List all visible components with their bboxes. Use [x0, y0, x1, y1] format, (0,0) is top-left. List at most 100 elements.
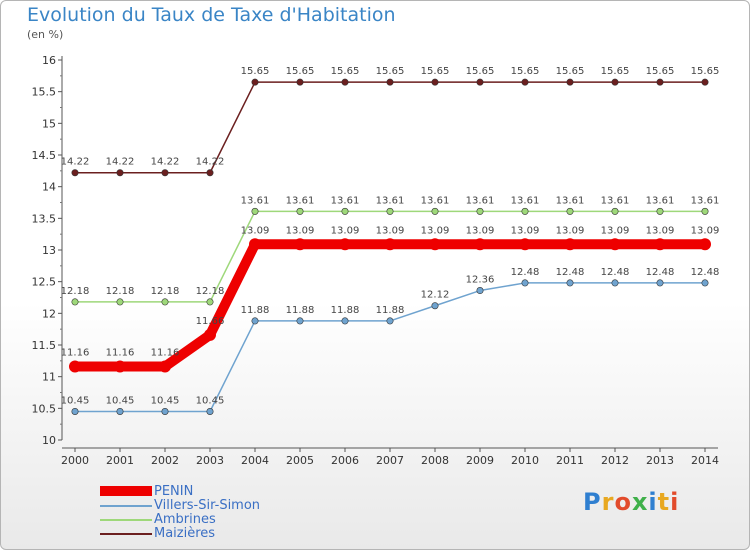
data-label-villers-sir-simon: 11.88 — [376, 305, 405, 316]
data-label-maizieres: 14.22 — [61, 157, 90, 168]
series-layer — [69, 78, 711, 415]
y-tick-label: 10 — [42, 434, 56, 447]
data-point-maizieres — [701, 78, 709, 86]
data-label-maizieres: 14.22 — [196, 157, 225, 168]
legend-swatch-ambrines — [100, 519, 152, 521]
data-point-penin — [69, 360, 81, 373]
data-label-villers-sir-simon: 12.48 — [691, 267, 720, 278]
data-point-penin — [159, 360, 171, 373]
x-tick-label: 2014 — [691, 454, 719, 467]
data-point-maizieres — [251, 78, 259, 86]
data-point-maizieres — [431, 78, 439, 86]
data-point-maizieres — [386, 78, 394, 86]
data-label-ambrines: 13.61 — [421, 195, 450, 206]
data-label-penin: 13.09 — [286, 225, 315, 236]
y-tick-label: 11.5 — [32, 339, 57, 352]
data-point-penin — [519, 238, 531, 251]
data-labels-layer: 14.22 14.22 14.22 14.22 15.65 15.65 15.65 15.65… — [61, 66, 720, 406]
data-point-penin — [249, 238, 261, 251]
data-point-maizieres — [116, 169, 124, 177]
data-point-ambrines — [206, 298, 214, 306]
data-point-penin — [384, 238, 396, 251]
data-label-maizieres: 15.65 — [421, 66, 450, 77]
x-tick-label: 2002 — [151, 454, 179, 467]
data-label-penin: 13.09 — [646, 225, 675, 236]
data-label-ambrines: 13.61 — [376, 195, 405, 206]
data-label-ambrines: 13.61 — [646, 195, 675, 206]
y-tick-label: 12.5 — [32, 276, 57, 289]
proxiti-logo: Proxiti — [583, 488, 680, 516]
data-point-ambrines — [521, 207, 529, 215]
data-label-penin: 11.16 — [106, 348, 135, 359]
data-point-villers-sir-simon — [71, 407, 79, 415]
data-label-villers-sir-simon: 11.88 — [286, 305, 315, 316]
data-label-maizieres: 15.65 — [691, 66, 720, 77]
legend-swatch-penin — [100, 486, 152, 496]
y-tick-label: 10.5 — [32, 402, 57, 415]
data-label-maizieres: 15.65 — [241, 66, 270, 77]
data-label-ambrines: 13.61 — [331, 195, 360, 206]
data-point-villers-sir-simon — [341, 317, 349, 325]
legend-label-penin: PENIN — [154, 484, 194, 499]
legend-label-villers-sir-simon: Villers-Sir-Simon — [154, 498, 261, 513]
data-label-penin: 11.16 — [151, 348, 180, 359]
chart-title: Evolution du Taux de Taxe d'Habitation — [27, 4, 396, 26]
data-point-villers-sir-simon — [476, 287, 484, 295]
x-tick-label: 2006 — [331, 454, 359, 467]
data-point-penin — [654, 238, 666, 251]
data-point-ambrines — [251, 207, 259, 215]
data-point-villers-sir-simon — [296, 317, 304, 325]
data-label-maizieres: 15.65 — [601, 66, 630, 77]
data-label-villers-sir-simon: 12.48 — [556, 267, 585, 278]
data-point-villers-sir-simon — [611, 279, 619, 287]
x-tick-label: 2004 — [241, 454, 269, 467]
data-point-villers-sir-simon — [521, 279, 529, 287]
data-point-penin — [609, 238, 621, 251]
data-label-penin: 13.09 — [466, 225, 495, 236]
x-tick-label: 2000 — [61, 454, 89, 467]
data-point-penin — [564, 238, 576, 251]
y-tick-label: 12 — [42, 307, 56, 320]
data-point-penin — [699, 238, 711, 251]
data-point-ambrines — [71, 298, 79, 306]
data-point-penin — [294, 238, 306, 251]
x-tick-label: 2012 — [601, 454, 629, 467]
data-label-ambrines: 12.18 — [61, 286, 90, 297]
data-point-penin — [114, 360, 126, 373]
data-point-villers-sir-simon — [431, 302, 439, 310]
data-label-ambrines: 13.61 — [511, 195, 540, 206]
y-tick-label: 14.5 — [32, 149, 57, 162]
legend-label-ambrines: Ambrines — [154, 512, 216, 527]
legend-swatch-villers-sir-simon — [100, 505, 152, 507]
x-tick-label: 2011 — [556, 454, 584, 467]
data-label-penin: 13.09 — [376, 225, 405, 236]
data-point-villers-sir-simon — [701, 279, 709, 287]
data-label-villers-sir-simon: 12.12 — [421, 290, 450, 301]
x-tick-label: 2010 — [511, 454, 539, 467]
legend-swatch-maizieres — [100, 533, 152, 535]
data-point-penin — [339, 238, 351, 251]
data-label-villers-sir-simon: 10.45 — [106, 396, 135, 407]
data-label-maizieres: 15.65 — [286, 66, 315, 77]
data-point-penin — [474, 238, 486, 251]
data-point-maizieres — [296, 78, 304, 86]
data-point-villers-sir-simon — [386, 317, 394, 325]
data-point-villers-sir-simon — [161, 407, 169, 415]
y-tick-label: 14 — [42, 181, 56, 194]
y-tick-label: 15.5 — [32, 86, 57, 99]
data-point-ambrines — [476, 207, 484, 215]
data-label-penin: 13.09 — [241, 225, 270, 236]
data-label-maizieres: 14.22 — [151, 157, 180, 168]
data-label-ambrines: 13.61 — [241, 195, 270, 206]
data-point-ambrines — [701, 207, 709, 215]
y-axis-unit: (en %) — [27, 28, 64, 41]
data-label-penin: 11.66 — [196, 316, 225, 327]
y-tick-label: 15 — [42, 117, 56, 130]
data-label-maizieres: 14.22 — [106, 157, 135, 168]
x-tick-label: 2013 — [646, 454, 674, 467]
data-label-maizieres: 15.65 — [466, 66, 495, 77]
data-point-maizieres — [476, 78, 484, 86]
data-label-ambrines: 13.61 — [556, 195, 585, 206]
data-label-villers-sir-simon: 12.48 — [601, 267, 630, 278]
